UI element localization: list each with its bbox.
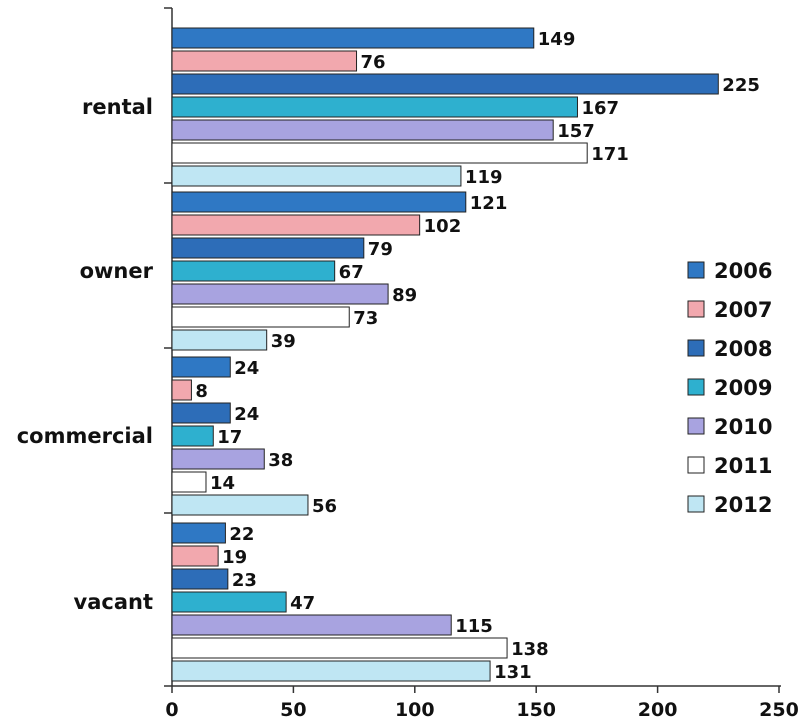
- bar-commercial-2006: [171, 356, 231, 378]
- bar-vacant-2009: [171, 591, 287, 613]
- category-label-rental: rental: [82, 95, 153, 119]
- bar-rental-2007: [171, 50, 358, 72]
- bar-rental-2008: [171, 73, 719, 95]
- x-tick-label: 200: [638, 699, 678, 721]
- bar-rental-2006: [171, 27, 535, 49]
- legend-label-2008: 2008: [714, 337, 772, 361]
- legend-label-2010: 2010: [714, 415, 772, 439]
- data-label-commercial-2009: 17: [217, 427, 242, 448]
- data-label-rental-2006: 149: [538, 29, 576, 50]
- bar-owner-2009: [171, 260, 336, 282]
- data-label-owner-2009: 67: [339, 262, 364, 283]
- legend-swatch-2010: [687, 417, 705, 435]
- data-label-vacant-2012: 131: [494, 662, 532, 683]
- bar-rental-2012: [171, 165, 462, 187]
- data-label-vacant-2006: 22: [229, 524, 254, 545]
- bar-owner-2007: [171, 214, 421, 236]
- legend-label-2009: 2009: [714, 376, 772, 400]
- category-label-owner: owner: [80, 259, 154, 283]
- data-label-commercial-2008: 24: [234, 404, 259, 425]
- legend: 2006 2007 2008 2009 2010 2011 2012: [687, 259, 772, 517]
- category-label-commercial: commercial: [17, 424, 153, 448]
- bar-commercial-2010: [171, 448, 265, 470]
- data-label-vacant-2008: 23: [232, 570, 257, 591]
- bar-vacant-2010: [171, 614, 452, 636]
- x-tick-label: 250: [759, 699, 799, 721]
- bar-owner-2011: [171, 306, 350, 328]
- bar-rental-2009: [171, 96, 578, 118]
- bar-vacant-2006: [171, 522, 226, 544]
- bar-rental-2010: [171, 119, 554, 141]
- data-label-vacant-2007: 19: [222, 547, 247, 568]
- data-label-commercial-2010: 38: [268, 450, 293, 471]
- data-label-owner-2010: 89: [392, 285, 417, 306]
- legend-swatch-2011: [687, 456, 705, 474]
- bar-vacant-2008: [171, 568, 229, 590]
- data-label-rental-2012: 119: [465, 167, 503, 188]
- bar-owner-2008: [171, 237, 365, 259]
- data-label-rental-2010: 157: [557, 121, 595, 142]
- bar-commercial-2009: [171, 425, 214, 447]
- data-label-commercial-2007: 8: [195, 381, 208, 402]
- bar-rental-2011: [171, 142, 588, 164]
- bar-commercial-2011: [171, 471, 207, 493]
- data-label-vacant-2011: 138: [511, 639, 549, 660]
- data-label-owner-2008: 79: [368, 239, 393, 260]
- x-tick-label: 100: [395, 699, 435, 721]
- bar-commercial-2007: [171, 379, 192, 401]
- data-label-commercial-2012: 56: [312, 496, 337, 517]
- data-label-owner-2007: 102: [424, 216, 462, 237]
- data-label-owner-2011: 73: [353, 308, 378, 329]
- data-label-vacant-2009: 47: [290, 593, 315, 614]
- bar-commercial-2012: [171, 494, 309, 516]
- bar-vacant-2011: [171, 637, 508, 659]
- legend-swatch-2007: [687, 300, 705, 318]
- legend-swatch-2009: [687, 378, 705, 396]
- bar-commercial-2008: [171, 402, 231, 424]
- data-label-owner-2006: 121: [470, 193, 508, 214]
- legend-label-2012: 2012: [714, 493, 772, 517]
- legend-label-2006: 2006: [714, 259, 772, 283]
- bar-owner-2010: [171, 283, 389, 305]
- x-tick-label: 150: [516, 699, 556, 721]
- x-tick-label: 50: [280, 699, 306, 721]
- legend-swatch-2006: [687, 261, 705, 279]
- data-label-rental-2009: 167: [581, 98, 619, 119]
- bars: [171, 27, 719, 682]
- legend-label-2011: 2011: [714, 454, 772, 478]
- x-tick-labels: 0 50 100 150 200 250: [165, 699, 798, 721]
- bar-vacant-2007: [171, 545, 219, 567]
- legend-label-2007: 2007: [714, 298, 772, 322]
- data-label-rental-2008: 225: [722, 75, 760, 96]
- bar-owner-2006: [171, 191, 467, 213]
- legend-swatch-2008: [687, 339, 705, 357]
- bar-owner-2012: [171, 329, 268, 351]
- data-label-vacant-2010: 115: [455, 616, 493, 637]
- data-label-rental-2007: 76: [361, 52, 386, 73]
- legend-swatch-2012: [687, 495, 705, 513]
- data-label-commercial-2006: 24: [234, 358, 259, 379]
- category-label-vacant: vacant: [74, 590, 153, 614]
- data-label-rental-2011: 171: [591, 144, 629, 165]
- data-label-owner-2012: 39: [271, 331, 296, 352]
- category-labels: rental owner commercial vacant: [17, 95, 154, 614]
- data-label-commercial-2011: 14: [210, 473, 235, 494]
- x-tick-label: 0: [165, 699, 178, 721]
- bar-vacant-2012: [171, 660, 491, 682]
